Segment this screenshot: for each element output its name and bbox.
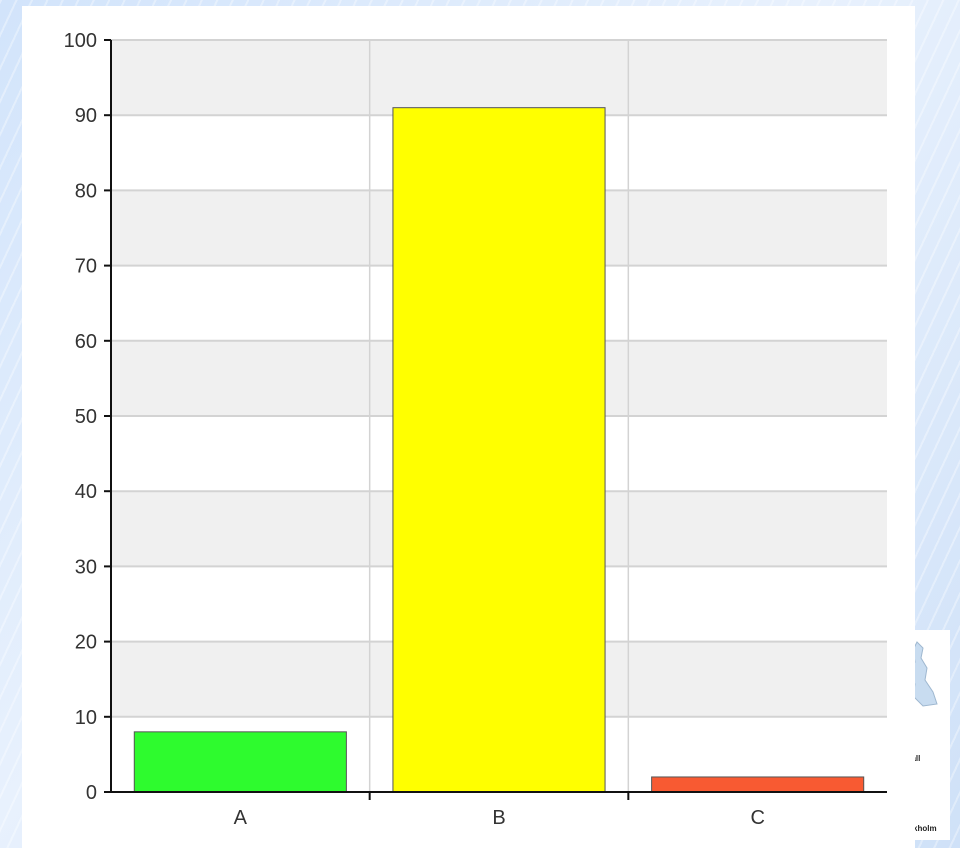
chart-panel: 0 10 20 30 40 50 60 70 80 90 100 A B C xyxy=(22,6,915,848)
x-tick-label: B xyxy=(492,807,505,829)
y-tick-label: 10 xyxy=(75,707,97,729)
bar-a xyxy=(133,731,347,793)
bars xyxy=(133,107,865,793)
y-tick-label: 20 xyxy=(75,632,97,654)
y-tick-label: 30 xyxy=(75,556,97,578)
y-tick-label: 90 xyxy=(75,105,97,127)
x-tick-label: C xyxy=(750,807,764,829)
y-tick-label: 40 xyxy=(75,481,97,503)
bar-c xyxy=(651,776,865,793)
y-tick-label: 100 xyxy=(64,30,97,52)
x-tick-labels: A B C xyxy=(234,807,765,829)
bar-chart: 0 10 20 30 40 50 60 70 80 90 100 A B C xyxy=(64,30,887,829)
y-tick-label: 70 xyxy=(75,256,97,278)
y-tick-label: 60 xyxy=(75,331,97,353)
bar-b xyxy=(392,107,606,793)
y-tick-label: 0 xyxy=(86,782,97,804)
side-label-2: kholm xyxy=(913,824,937,833)
grid-band xyxy=(111,40,887,116)
y-tick-label: 80 xyxy=(75,180,97,202)
y-tick-label: 50 xyxy=(75,406,97,428)
axes xyxy=(104,39,887,800)
x-tick-label: A xyxy=(234,807,248,829)
y-tick-labels: 0 10 20 30 40 50 60 70 80 90 100 xyxy=(64,30,97,804)
